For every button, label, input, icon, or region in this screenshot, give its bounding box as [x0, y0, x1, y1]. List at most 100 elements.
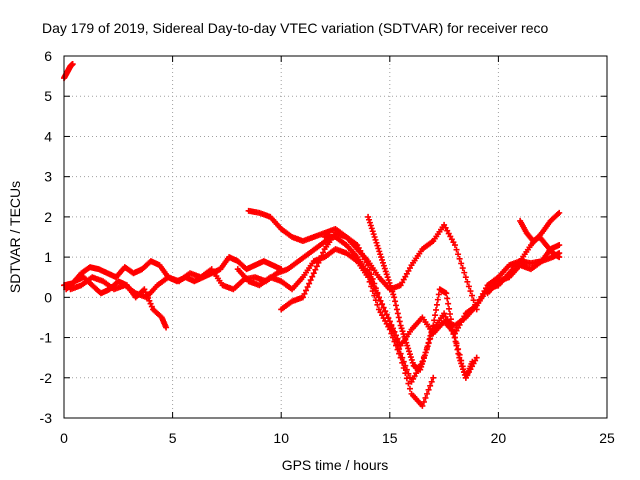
x-axis-label: GPS time / hours — [282, 457, 389, 473]
data-point — [393, 336, 400, 343]
data-point — [405, 345, 412, 352]
data-point — [393, 306, 400, 313]
y-tick-label: 0 — [44, 289, 52, 305]
data-point — [469, 292, 476, 299]
data-point — [556, 254, 563, 261]
y-tick-label: 5 — [44, 88, 52, 104]
data-point — [431, 317, 438, 324]
data-point — [381, 265, 388, 272]
data-point — [365, 213, 372, 220]
data-point — [444, 295, 451, 302]
data-point — [465, 283, 472, 290]
data-point — [421, 352, 428, 359]
data-point — [424, 343, 431, 350]
data-point — [310, 270, 317, 277]
data-point — [420, 358, 427, 365]
data-point — [427, 332, 434, 339]
data-point — [446, 305, 453, 312]
data-point — [366, 266, 373, 273]
data-point — [420, 398, 427, 405]
data-point — [467, 288, 474, 295]
data-point — [399, 354, 406, 361]
data-point — [441, 310, 448, 317]
data-point — [392, 298, 399, 305]
data-point — [402, 362, 409, 369]
data-point — [459, 265, 466, 272]
data-point — [365, 262, 372, 269]
data-point — [380, 304, 387, 311]
data-point — [385, 277, 392, 284]
data-point — [425, 339, 432, 346]
data-point — [368, 225, 375, 232]
data-point — [379, 259, 386, 266]
data-point — [391, 294, 398, 301]
data-point — [457, 357, 464, 364]
data-point — [377, 297, 384, 304]
data-point — [163, 324, 170, 331]
data-point — [404, 342, 411, 349]
data-point — [386, 279, 393, 286]
data-point — [442, 313, 449, 320]
data-point — [69, 61, 76, 68]
data-point — [405, 380, 412, 387]
data-point — [299, 294, 306, 301]
data-point — [429, 325, 436, 332]
data-point — [458, 260, 465, 267]
data-point — [372, 236, 379, 243]
data-point — [406, 351, 413, 358]
data-point — [366, 216, 373, 223]
data-point — [382, 308, 389, 315]
grid — [64, 56, 607, 418]
data-point — [368, 277, 375, 284]
data-point — [371, 234, 378, 240]
data-point — [397, 322, 404, 329]
data-point — [473, 354, 480, 361]
data-point — [403, 366, 410, 373]
data-point — [446, 310, 453, 317]
data-point — [428, 329, 435, 336]
data-point — [432, 312, 439, 319]
data-point — [433, 301, 440, 308]
data-point — [396, 318, 403, 325]
data-point — [400, 331, 407, 338]
data-point — [470, 297, 477, 304]
data-point — [456, 354, 463, 361]
data-point — [422, 394, 429, 401]
data-point — [469, 358, 476, 365]
data-point — [419, 402, 426, 409]
y-tick-label: 4 — [44, 128, 52, 144]
x-tick-label: 15 — [382, 430, 398, 446]
data-point — [401, 333, 408, 340]
data-point — [386, 326, 393, 333]
data-point — [366, 219, 373, 226]
data-point — [398, 325, 405, 332]
data-point — [395, 314, 402, 321]
data-point — [434, 296, 441, 303]
data-point — [399, 328, 406, 335]
data-point — [379, 301, 386, 308]
data-point — [307, 277, 314, 284]
data-point — [443, 290, 450, 297]
y-axis-label: SDTVAR / TECUs — [7, 181, 23, 293]
data-point — [309, 273, 316, 280]
data-point — [420, 355, 427, 362]
data-point — [453, 246, 460, 253]
data-point — [460, 366, 467, 373]
data-point — [380, 262, 387, 269]
data-point — [373, 239, 380, 246]
data-point — [378, 254, 385, 261]
data-point — [367, 222, 374, 229]
data-point — [400, 358, 407, 365]
x-tick-label: 0 — [60, 430, 68, 446]
y-tick-label: 2 — [44, 209, 52, 225]
data-point — [388, 323, 395, 330]
data-point — [389, 327, 396, 334]
data-point — [460, 369, 467, 376]
data-point — [374, 290, 381, 297]
data-point — [447, 316, 454, 323]
data-point — [452, 338, 459, 345]
data-point — [387, 282, 394, 289]
data-point — [424, 390, 431, 397]
data-point — [433, 306, 440, 313]
